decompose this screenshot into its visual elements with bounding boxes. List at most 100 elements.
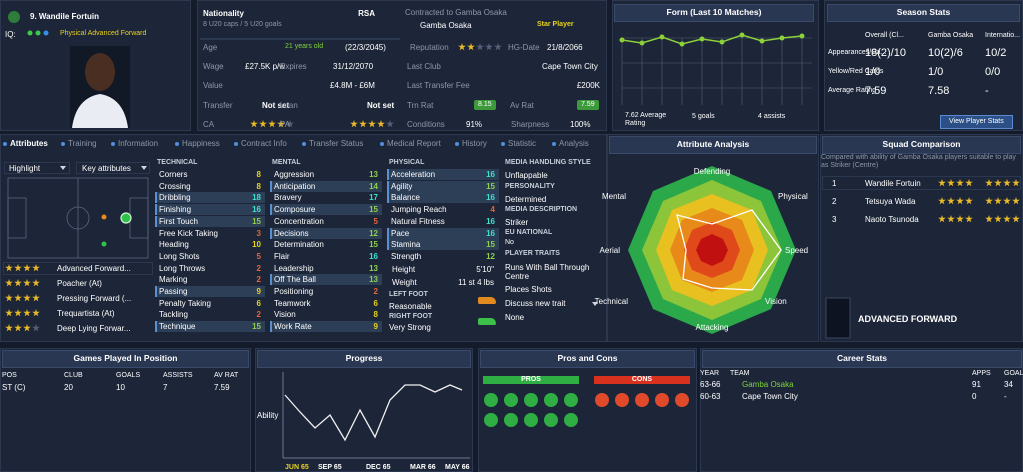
tab[interactable]: Statistic: [508, 139, 537, 148]
discuss-trait[interactable]: Discuss new trait: [505, 299, 566, 308]
progress-month: MAY 66: [445, 464, 470, 471]
attribute-name: Crossing: [159, 181, 191, 191]
season-value: 1/0: [865, 66, 881, 78]
season-value: 18(2)/10: [865, 47, 906, 59]
tab[interactable]: Medical Report: [387, 139, 441, 148]
key-attribute: [270, 204, 382, 216]
dropdown-arrow: [60, 166, 66, 170]
panel-header: [2, 350, 249, 368]
row-highlight: [822, 176, 1021, 190]
attribute-name: Work Rate: [274, 322, 312, 332]
age: 21 years old: [285, 43, 324, 50]
tab[interactable]: Analysis: [559, 139, 589, 148]
star-icon: [1003, 179, 1011, 187]
tab[interactable]: Transfer Status: [309, 139, 364, 148]
squad-name: Naoto Tsunoda: [865, 215, 919, 224]
left-foot-label: LEFT FOOT: [389, 291, 428, 298]
caps: 8 U20 caps / 5 U20 goals: [203, 21, 282, 28]
key-attribute: [270, 274, 382, 286]
attribute-name: Aggression: [274, 170, 315, 179]
career-column: YEAR: [700, 370, 720, 377]
player-role: Physical Advanced Forward: [60, 30, 147, 37]
attribute-value: 13: [369, 275, 378, 285]
view-stats-button[interactable]: View Player Stats: [940, 115, 1013, 130]
club: Gamba Osaka: [420, 21, 472, 30]
star-icon: [32, 324, 40, 332]
key-attribute: [270, 321, 382, 333]
player-name: 9. Wandile Fortuin: [30, 12, 100, 21]
tab[interactable]: Contract Info: [241, 139, 287, 148]
career-title: Career Stats: [836, 353, 888, 363]
media-field: Unflappable: [505, 171, 548, 180]
progress-month: SEP 65: [318, 464, 342, 471]
key-attribute: [155, 204, 265, 216]
games-column: ASSISTS: [163, 372, 193, 379]
star-icon: [985, 179, 993, 187]
transfer-label: Transfer: [203, 101, 233, 110]
star-icon: [23, 324, 31, 332]
games-title: Games Played In Position: [73, 353, 178, 363]
attribute-name: Penalty Taking: [159, 298, 211, 308]
boot-icon: [478, 297, 496, 304]
trn-label: Trn Rat: [407, 101, 434, 110]
media-field: Determined: [505, 195, 547, 204]
attribute-value: 2: [373, 287, 378, 296]
attribute-name: Technique: [159, 322, 196, 332]
attribute-group-title: PHYSICAL: [389, 159, 425, 166]
panel-header: [480, 350, 695, 368]
attribute-name: Anticipation: [274, 181, 316, 191]
tab[interactable]: Happiness: [182, 139, 220, 148]
tab-bullet: [3, 142, 7, 146]
attribute-name: Strength: [391, 251, 422, 261]
attribute-name: Finishing: [159, 205, 192, 215]
season-row-label: Average Rating: [828, 87, 877, 94]
panel-header: [822, 136, 1021, 154]
highlight-dropdown[interactable]: Highlight: [9, 164, 41, 173]
height: 5'10": [476, 265, 494, 274]
iq-label: IQ:: [5, 30, 16, 39]
star-icon: [5, 309, 13, 317]
attribute-name: Jumping Reach: [391, 205, 447, 215]
attribute-name: Bravery: [274, 193, 302, 203]
tab[interactable]: Information: [118, 139, 159, 148]
analysis-title: Attribute Analysis: [676, 139, 750, 149]
squad-description: Compared with ability of Gamba Osaka pla…: [821, 154, 1016, 170]
star-icon: [14, 279, 22, 287]
media-field: EU NATIONAL: [505, 229, 553, 236]
games-panel: [0, 348, 251, 472]
squad-panel: [820, 134, 1023, 342]
key-attribute: [155, 192, 265, 204]
season-title: Season Stats: [896, 7, 951, 17]
value-label: Value: [203, 81, 223, 90]
attribute-value: 4: [490, 205, 495, 215]
attribute-value: 9: [256, 287, 261, 296]
last-club-label: Last Club: [407, 62, 441, 71]
pros-cons-title: Pros and Cons: [557, 353, 618, 363]
radar-axis-label: Defending: [693, 167, 731, 176]
media-field: PLAYER TRAITS: [505, 250, 560, 257]
tab[interactable]: History: [462, 139, 487, 148]
star-icon: [23, 279, 31, 287]
career-value: Gamba Osaka: [742, 380, 794, 389]
key-dropdown[interactable]: Key attributes: [82, 164, 131, 173]
attribute-name: Natural Fitness: [391, 216, 445, 226]
attribute-value: 15: [486, 240, 495, 250]
tab[interactable]: Attributes: [10, 139, 48, 148]
star-icon: [5, 324, 13, 332]
average-rating: 7.62 Average Rating: [625, 112, 667, 128]
dropdown: [4, 162, 70, 174]
star-icon: [1003, 197, 1011, 205]
season-value: 10/2: [985, 47, 1007, 59]
right-foot-label: RIGHT FOOT: [389, 313, 433, 320]
dob: (22/3/2045): [345, 43, 386, 52]
assists: 4 assists: [758, 113, 786, 120]
av-label: Av Rat: [510, 101, 534, 110]
attribute-value: 16: [486, 228, 495, 238]
analysis-panel: [607, 134, 819, 342]
tab[interactable]: Training: [68, 139, 97, 148]
season-value: 7.59: [865, 85, 887, 97]
attribute-name: Teamwork: [274, 298, 311, 308]
expires-label: Expires: [280, 62, 307, 71]
